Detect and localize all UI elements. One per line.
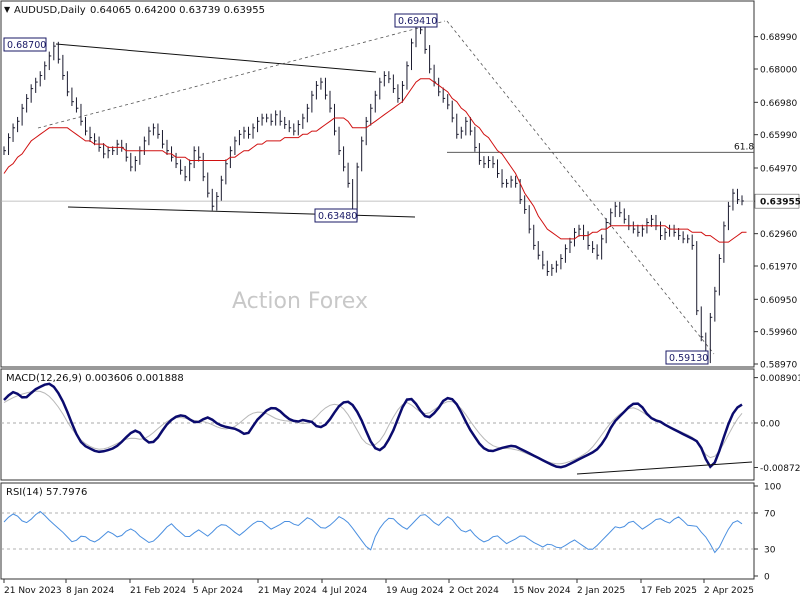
current-price-box (754, 193, 800, 209)
price-tick-label: 0.62960 (760, 230, 797, 240)
date-tick-label: 4 Jul 2024 (322, 586, 367, 596)
price-tick-label: 0.60950 (760, 296, 797, 306)
price-panel: Action Forex 0.68990 0.68000 0.66980 0.6599… (0, 0, 800, 371)
macd-main-line (3, 382, 743, 469)
price-tick-label: 0.64970 (760, 164, 797, 174)
date-tick-label: 2 Apr 2025 (704, 586, 754, 596)
price-tick-label: 0.65990 (760, 131, 797, 141)
price-panel-frame (0, 0, 755, 368)
price-annotation-label: 0.59130 (669, 353, 708, 364)
macd-panel: 0.008901 0.00 -0.008729 MACD(12,26,9) 0.00… (0, 368, 800, 481)
rsi-title: RSI(14) 57.7976 (6, 487, 87, 498)
price-annotation-label: 0.68700 (7, 40, 46, 51)
rsi-line (3, 510, 743, 554)
date-tick-label: 17 Feb 2025 (641, 586, 697, 596)
macd-trendline (576, 461, 753, 475)
symbol-label: AUDUSD,Daily (14, 5, 86, 16)
rsi-panel: 100 70 30 0 RSI(14) 57.7976 (0, 482, 781, 583)
price-annotation-box (394, 13, 438, 28)
date-tick-label: 21 Feb 2024 (130, 586, 186, 596)
price-tick-label: 0.68990 (760, 33, 797, 43)
current-price-label: 0.63955 (760, 198, 800, 208)
price-tick-label: 0.58970 (760, 361, 797, 371)
rsi-tick-label: 70 (764, 510, 776, 520)
price-y-axis: 0.68990 0.68000 0.66980 0.65990 0.64970 0.639… (754, 33, 800, 371)
rsi-tick-label: 30 (764, 546, 776, 556)
price-tick-label: 0.66980 (760, 99, 797, 109)
chart-header: ▼ AUDUSD,Daily 0.64065 0.64200 0.63739 0… (4, 5, 265, 16)
date-tick-label: 15 Nov 2024 (513, 586, 571, 596)
rsi-tick-label: 100 (764, 483, 781, 493)
upper-trendline (55, 43, 377, 73)
price-bars (3, 18, 744, 364)
watermark: Action Forex (232, 289, 368, 314)
price-annotation-box (314, 208, 358, 223)
date-tick-label: 19 Aug 2024 (386, 586, 444, 596)
date-axis: 21 Nov 2023 8 Jan 2024 21 Feb 2024 5 Apr 20… (3, 579, 754, 596)
macd-y-axis: 0.008901 0.00 -0.008729 (754, 374, 800, 474)
falling-dashed-trendline (446, 20, 715, 355)
macd-tick-label: 0.008901 (760, 374, 800, 384)
price-annotation-label: 0.63480 (318, 211, 357, 222)
price-annotation-label: 0.69410 (398, 16, 437, 27)
date-tick-label: 21 Nov 2023 (4, 586, 62, 596)
macd-tick-label: 0.00 (760, 419, 780, 429)
rsi-panel-frame (0, 482, 755, 580)
price-annotations: 0.68700 0.63480 0.69410 0.59130 (3, 13, 709, 365)
date-tick-label: 2 Jan 2025 (577, 586, 625, 596)
rising-dashed-trendline (37, 20, 446, 129)
price-tick-label: 0.59960 (760, 328, 797, 338)
moving-average-line (3, 78, 747, 243)
macd-panel-frame (0, 368, 755, 481)
price-gridlines: 61.8 (1, 142, 754, 202)
price-annotation-box (665, 350, 709, 365)
rsi-tick-label: 0 (764, 573, 770, 583)
macd-tick-label: -0.008729 (760, 464, 800, 474)
date-tick-label: 21 May 2024 (258, 586, 317, 596)
price-annotation-box (3, 37, 47, 52)
macd-title: MACD(12,26,9) 0.003606 0.001888 (6, 373, 184, 384)
ohlc-values: 0.64065 0.64200 0.63739 0.63955 (90, 5, 265, 16)
date-tick-label: 2 Oct 2024 (449, 586, 499, 596)
date-tick-label: 5 Apr 2024 (193, 586, 243, 596)
date-tick-label: 8 Jan 2024 (66, 586, 114, 596)
price-tick-label: 0.68000 (760, 66, 797, 76)
rsi-y-axis: 100 70 30 0 (754, 483, 781, 583)
price-tick-label: 0.61970 (760, 262, 797, 272)
fib-level-label: 61.8 (734, 142, 754, 152)
dropdown-triangle-icon[interactable]: ▼ (4, 5, 11, 14)
